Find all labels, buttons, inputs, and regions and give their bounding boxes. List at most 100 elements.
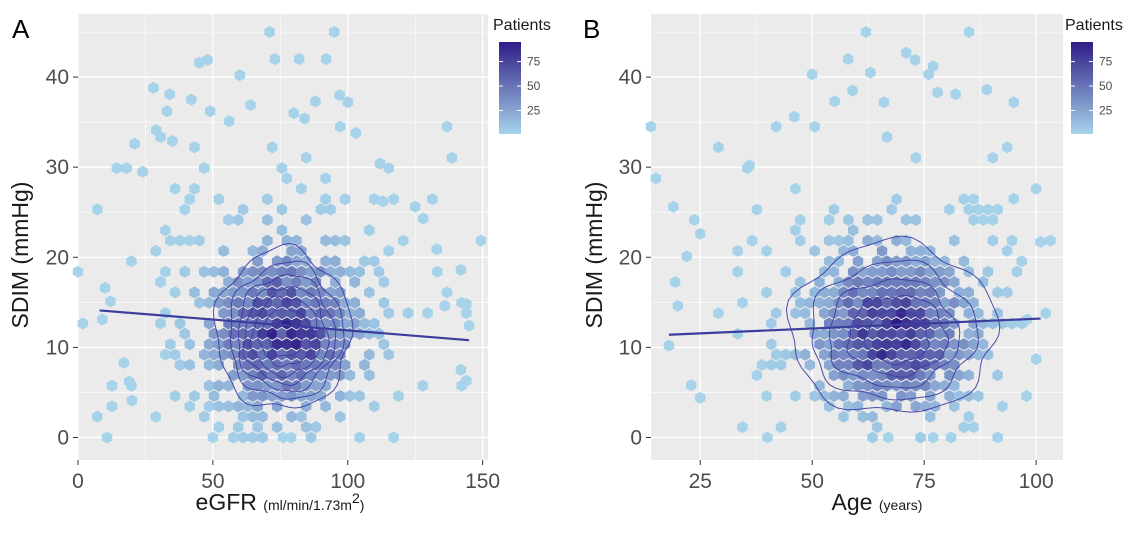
hex-cell [1006, 234, 1018, 247]
hex-cell [867, 327, 878, 340]
hex-cell [804, 359, 815, 371]
hex-cell [819, 327, 830, 340]
hex-cell [359, 317, 370, 330]
hex-cell [335, 286, 346, 299]
hex-cell [828, 327, 840, 340]
hex-cell [344, 369, 356, 382]
hex-cell [838, 410, 849, 423]
hex-cell [310, 317, 322, 330]
hex-cell [169, 286, 181, 299]
hex-cell [901, 338, 912, 351]
hex-cell [848, 369, 859, 382]
hex-cell [189, 182, 200, 195]
hex-cell [286, 348, 297, 361]
contour-line [237, 274, 337, 392]
hex-outlier [320, 53, 332, 66]
hex-cell [992, 431, 1003, 444]
hex-cell [169, 348, 181, 361]
contour-line [249, 295, 321, 379]
hex-cell [126, 255, 137, 268]
hex-cell [910, 338, 921, 351]
hex-outlier [695, 227, 706, 240]
hex-cell [925, 307, 936, 320]
x-axis-label: eGFR [196, 489, 264, 515]
hex-cell [257, 327, 268, 340]
hex-cell [982, 203, 994, 216]
hex-outlier [461, 374, 472, 387]
hex-cell [247, 431, 258, 444]
hex-cell [184, 338, 195, 351]
hex-cell [963, 203, 974, 216]
hex-cell [364, 224, 375, 237]
hex-cell [737, 421, 748, 434]
hex-cell [929, 296, 941, 309]
hex-cell [155, 317, 166, 330]
hex-cell [891, 379, 902, 392]
hex-outlier [878, 96, 889, 109]
hex-cell [320, 255, 331, 268]
hex-cell [949, 400, 960, 413]
hex-cell [310, 358, 322, 371]
hex-cell [867, 348, 878, 361]
hex-cell [262, 234, 273, 247]
legend-colorbar [1071, 42, 1093, 134]
hex-cell [369, 317, 380, 330]
hex-cell [857, 390, 868, 402]
hex-cell [857, 410, 868, 423]
hex-cell [881, 338, 893, 351]
hex-cell [920, 359, 931, 371]
hex-outlier [1008, 192, 1019, 205]
hex-cell [910, 213, 921, 226]
hex-cell [150, 410, 161, 423]
hex-cell [939, 359, 950, 371]
y-tick-label: 10 [619, 336, 642, 359]
hex-cell [987, 151, 998, 164]
hex-cell [876, 348, 888, 361]
hex-cell [291, 234, 302, 247]
hex-outlier [285, 431, 297, 444]
hex-cell [833, 255, 844, 268]
hex-cell [194, 234, 205, 247]
hex-cell [910, 255, 921, 268]
hex-cell [886, 327, 897, 340]
hex-cell [237, 203, 249, 216]
hex-cell [799, 348, 811, 361]
hex-cell [1011, 265, 1022, 278]
hex-cell [252, 255, 263, 268]
hex-cell [237, 410, 249, 423]
hex-cell [949, 234, 960, 247]
hex-cell [828, 307, 840, 320]
hex-cell [247, 307, 258, 320]
hex-outlier [829, 95, 840, 108]
x-tick-label: 100 [330, 470, 365, 493]
hex-outlier [126, 394, 138, 407]
hex-cell [896, 265, 907, 278]
hex-cell [344, 390, 356, 402]
legend: Patients 25 50 75 [1065, 17, 1123, 134]
hex-outlier [167, 135, 178, 148]
hex-cell [775, 421, 787, 434]
hex-cell [992, 203, 1003, 216]
hex-outlier [410, 200, 421, 213]
contour-line [268, 319, 303, 357]
hex-outlier [334, 89, 345, 102]
hex-cell [398, 234, 409, 247]
hex-cell [843, 234, 854, 247]
plot-background [651, 14, 1063, 460]
hex-outlier [981, 83, 992, 96]
hex-cell [276, 369, 288, 382]
y-tick-label: 40 [46, 66, 69, 89]
panel-a: 0 50 100 150 0 10 20 30 40 SDIM (mmHg) eGFR (ml/mi… [7, 14, 551, 515]
hex-cell [262, 358, 273, 371]
hex-cell [881, 255, 893, 268]
hex-cell [876, 286, 888, 299]
hex-cell [286, 307, 297, 320]
hex-cell [867, 369, 878, 382]
hex-outlier [762, 431, 773, 444]
hex-cell [973, 327, 984, 340]
hex-cell [276, 224, 288, 237]
hex-cell [101, 431, 113, 444]
hex-cell [257, 369, 268, 382]
hex-cell [886, 203, 897, 216]
hex-cell [369, 255, 380, 268]
